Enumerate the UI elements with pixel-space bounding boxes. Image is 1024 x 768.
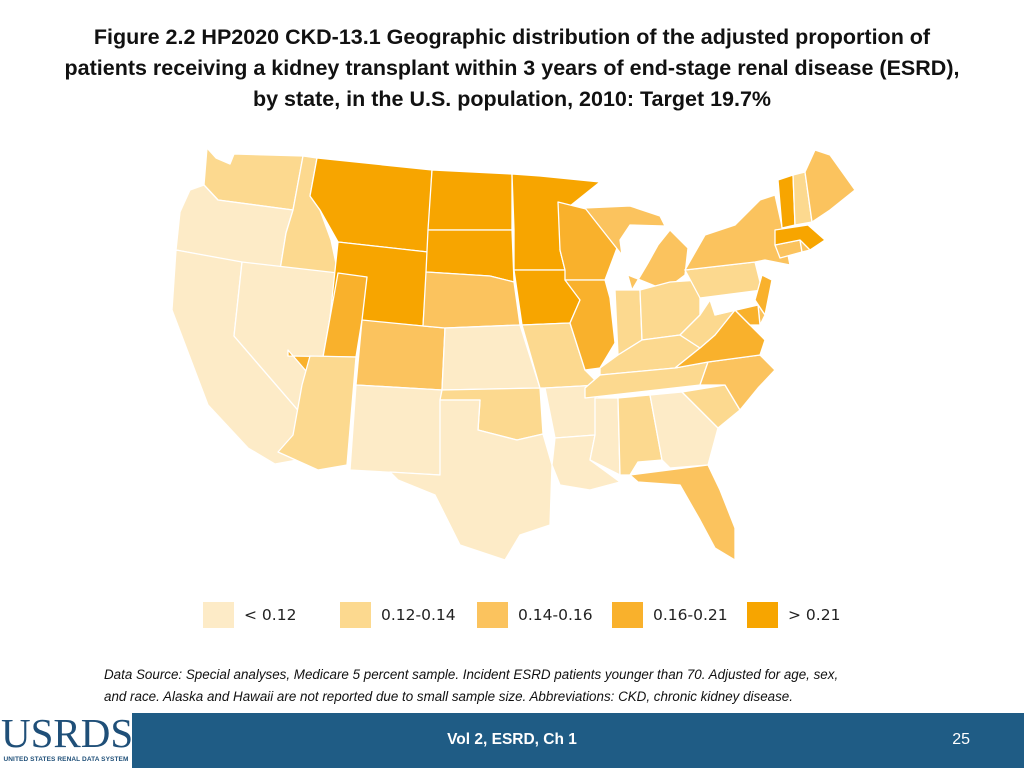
state-nm <box>349 384 443 476</box>
legend-swatch <box>747 602 778 628</box>
legend-swatch <box>612 602 643 628</box>
us-map-svg <box>171 147 856 561</box>
state-tx <box>389 399 553 561</box>
usrds-logo: USRDS UNITED STATES RENAL DATA SYSTEM <box>0 709 134 768</box>
data-source-line: Data Source: Special analyses, Medicare … <box>104 667 839 682</box>
legend-item: < 0.12 <box>203 602 340 628</box>
state-me <box>804 149 856 223</box>
state-az <box>277 355 357 471</box>
state-md <box>714 304 761 326</box>
legend-label: > 0.21 <box>788 606 841 624</box>
choropleth-map <box>160 130 860 570</box>
legend-label: 0.14-0.16 <box>518 606 593 624</box>
legend-item: > 0.21 <box>747 602 843 628</box>
state-fl <box>629 464 736 561</box>
legend-item: 0.16-0.21 <box>612 602 747 628</box>
state-ny <box>684 194 791 271</box>
legend-swatch <box>203 602 234 628</box>
legend-swatch <box>477 602 508 628</box>
footer-bar: USRDS UNITED STATES RENAL DATA SYSTEM Vo… <box>0 709 1024 768</box>
legend-label: 0.12-0.14 <box>381 606 456 624</box>
legend-item: 0.12-0.14 <box>340 602 477 628</box>
map-legend: < 0.12 0.12-0.14 0.14-0.16 0.16-0.21 > 0… <box>203 598 843 632</box>
legend-swatch <box>340 602 371 628</box>
footer-chapter-label: Vol 2, ESRD, Ch 1 <box>447 731 577 748</box>
state-ms <box>589 397 621 476</box>
legend-label: 0.16-0.21 <box>653 606 728 624</box>
legend-label: < 0.12 <box>244 606 297 624</box>
state-ne <box>422 271 521 329</box>
data-source-note: Data Source: Special analyses, Medicare … <box>104 664 964 708</box>
state-ma <box>774 224 826 251</box>
state-nd <box>427 169 513 231</box>
state-co <box>355 319 446 391</box>
page-number: 25 <box>952 731 970 748</box>
slide-title: Figure 2.2 HP2020 CKD-13.1 Geographic di… <box>64 25 960 111</box>
logo-subtitle: UNITED STATES RENAL DATA SYSTEM <box>3 756 129 763</box>
logo-wordmark: USRDS <box>1 710 134 756</box>
data-source-line: and race. Alaska and Hawaii are not repo… <box>104 689 793 704</box>
legend-item: 0.14-0.16 <box>477 602 612 628</box>
